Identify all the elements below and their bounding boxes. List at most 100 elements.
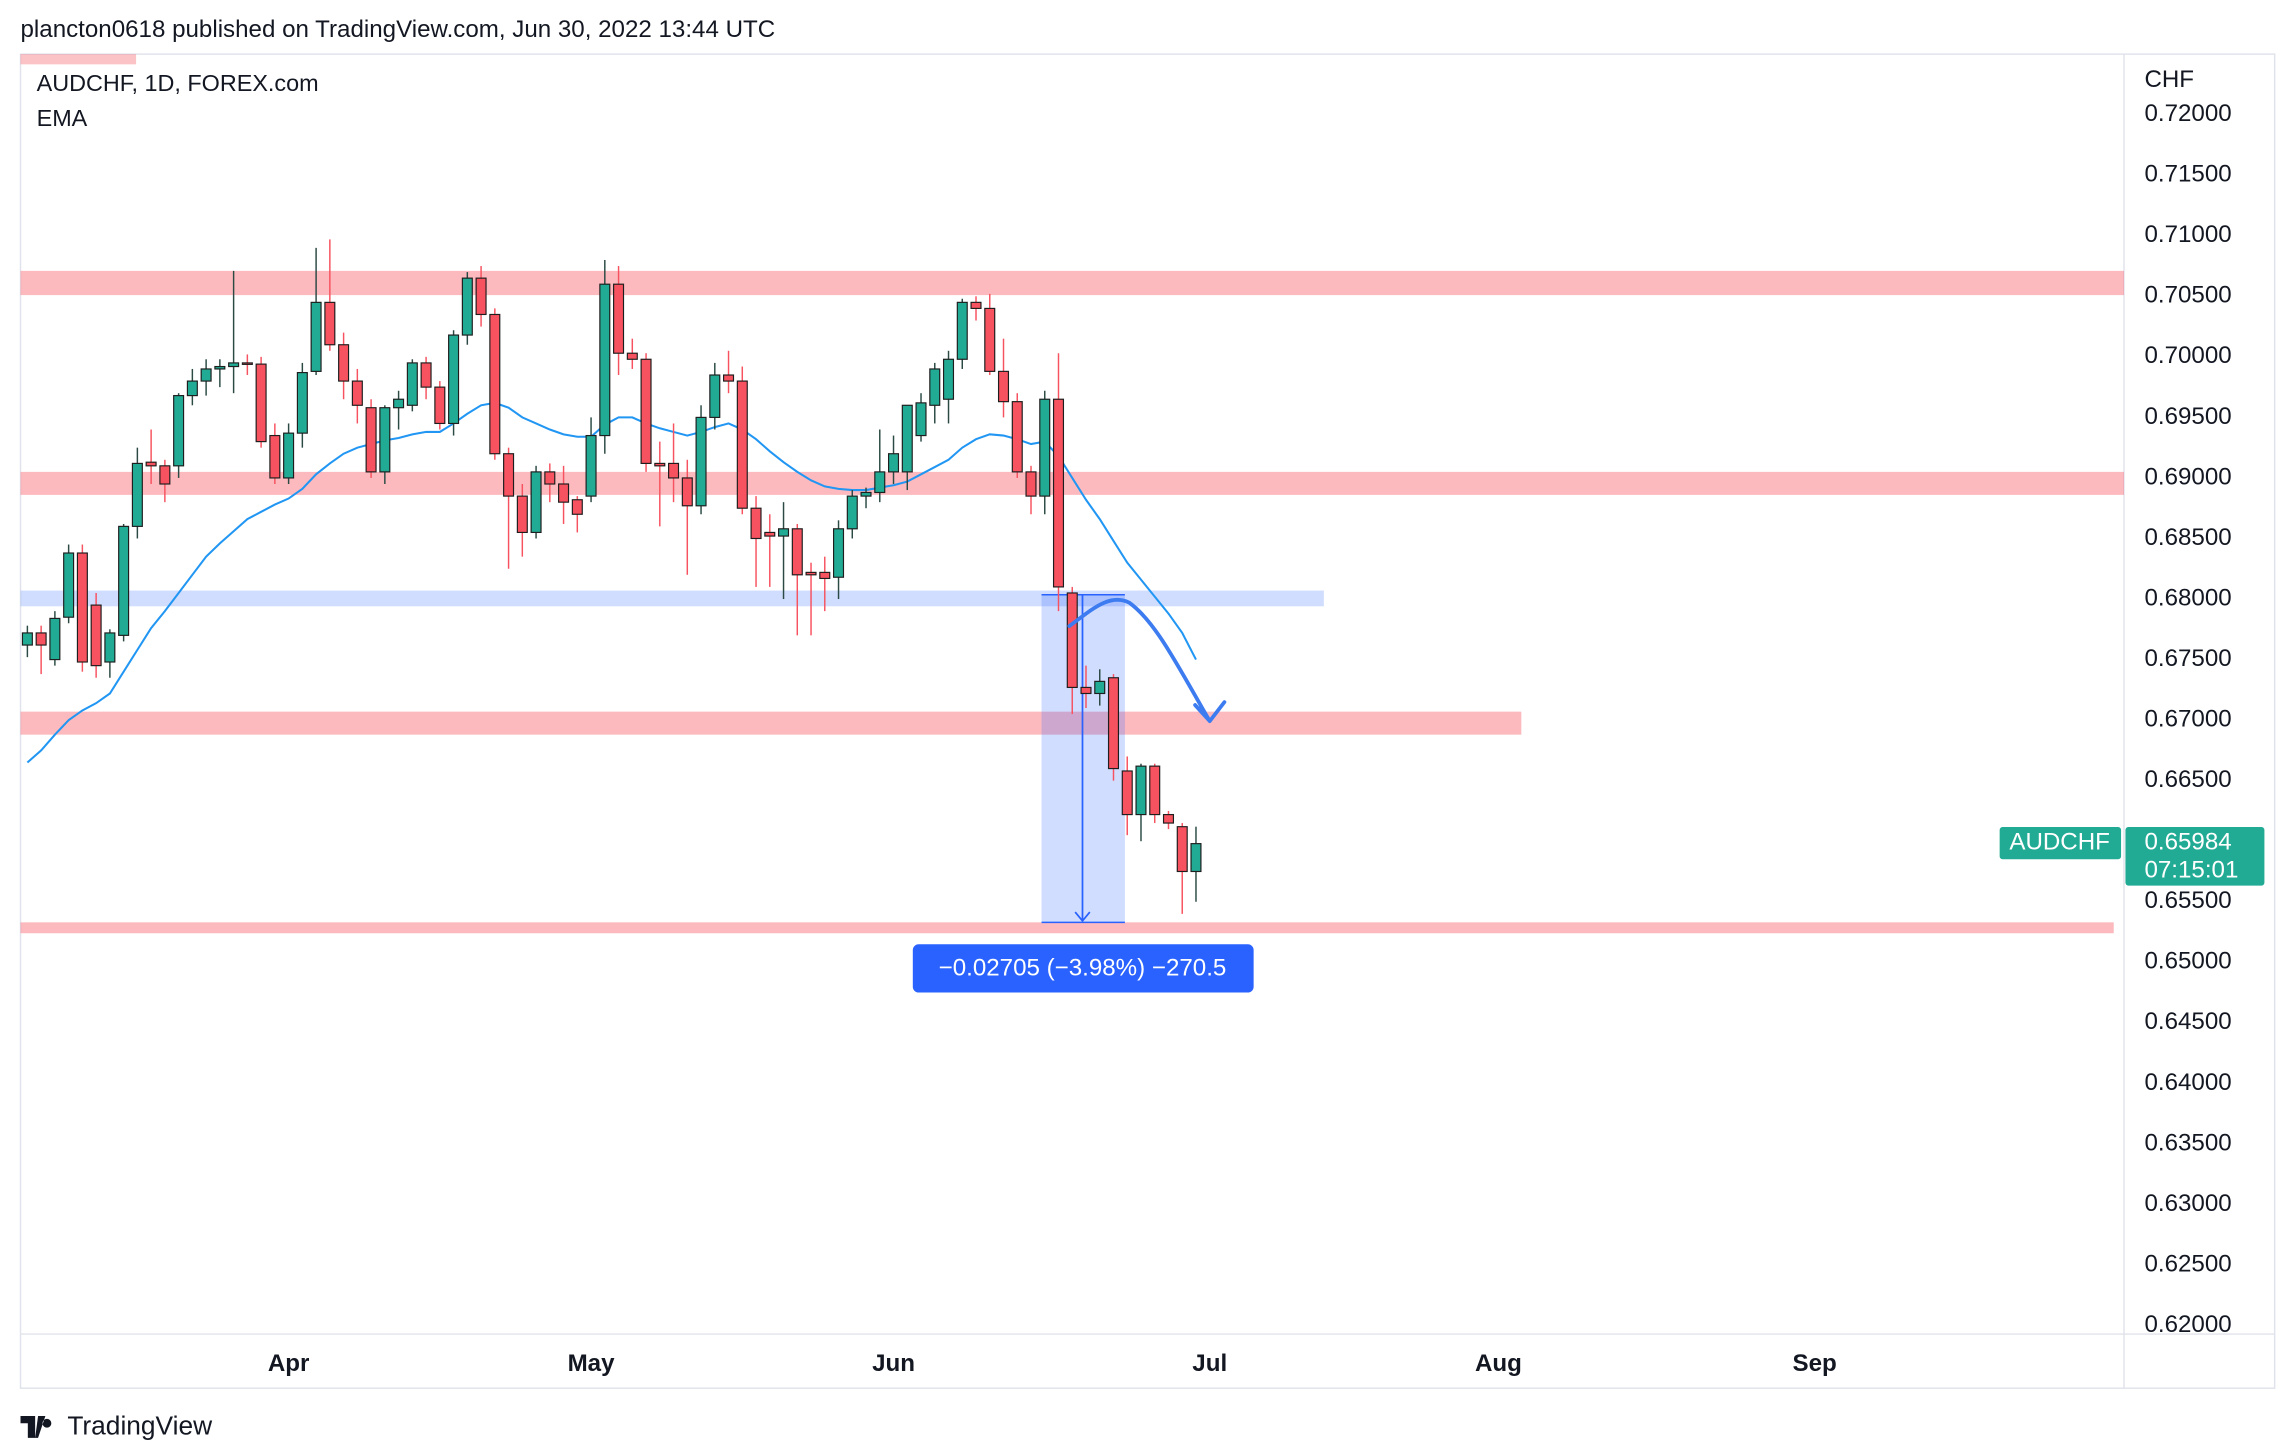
last-price-name: AUDCHF <box>2009 829 2110 856</box>
candle-body <box>970 301 982 309</box>
candles <box>21 239 1202 914</box>
legend-indicator: EMA <box>37 105 88 131</box>
candle-body <box>874 471 886 494</box>
x-tick-label: May <box>568 1350 616 1377</box>
candle-body <box>1190 843 1202 873</box>
candle-body <box>200 368 212 382</box>
price-zone <box>20 471 2124 495</box>
candle-body <box>338 344 350 382</box>
last-price-box <box>2125 827 2265 886</box>
candle-body <box>1080 686 1092 695</box>
candle-body <box>846 495 858 530</box>
candle-body <box>613 283 625 354</box>
candle-body <box>49 617 61 661</box>
candle-body <box>1094 680 1106 695</box>
candle-body <box>832 528 845 578</box>
candle-body <box>544 471 556 485</box>
y-tick-label: 0.62500 <box>2144 1250 2231 1277</box>
candle-body <box>929 368 941 406</box>
candle-body <box>255 363 267 443</box>
candle-body <box>860 491 872 497</box>
y-tick-label: 0.72000 <box>2144 100 2231 127</box>
candle-body <box>819 571 831 580</box>
y-tick-label: 0.65000 <box>2144 948 2231 975</box>
price-zone <box>20 270 2124 296</box>
candle-body <box>283 432 295 479</box>
candle-body <box>63 552 75 618</box>
y-tick-label: 0.71000 <box>2144 221 2231 248</box>
x-tick-label: Jun <box>872 1350 915 1377</box>
candle-body <box>228 362 240 368</box>
candle-body <box>778 528 790 537</box>
decor-strip <box>20 54 137 65</box>
candle-body <box>118 525 130 636</box>
candle-body <box>173 395 185 467</box>
ema <box>26 401 1197 764</box>
y-tick-label: 0.69000 <box>2144 463 2231 490</box>
candle-body <box>599 283 611 437</box>
candle-body <box>723 374 735 382</box>
y-tick-label: 0.71500 <box>2144 161 2231 188</box>
candle-body <box>558 483 570 503</box>
candle-body <box>1107 677 1120 770</box>
candle-body <box>1039 398 1051 497</box>
y-axis-label: CHF <box>2144 66 2194 93</box>
candle-body <box>351 380 363 406</box>
candle-body <box>942 358 955 400</box>
candle-body <box>1176 826 1188 873</box>
candle-body <box>984 307 996 372</box>
price-zone <box>20 711 1522 735</box>
candle-body <box>104 632 116 663</box>
y-tick-label: 0.70000 <box>2144 342 2231 369</box>
x-tick-label: Jul <box>1192 1350 1227 1377</box>
candle-body <box>654 462 666 467</box>
candle-body <box>296 372 308 434</box>
candle-body <box>489 313 501 455</box>
candle-body <box>668 462 680 479</box>
candle-body <box>681 477 693 507</box>
candle-body <box>434 386 446 425</box>
y-tick-label: 0.67500 <box>2144 645 2231 672</box>
publish-header: plancton0618 published on TradingView.co… <box>21 16 776 43</box>
measure-label: −0.02705 (−3.98%) −270.5 <box>939 955 1227 982</box>
candle-body <box>915 402 927 437</box>
candle-body <box>76 552 88 663</box>
measure: −0.02705 (−3.98%) −270.5 <box>912 594 1254 993</box>
candle-body <box>1121 770 1133 816</box>
candle-body <box>145 461 157 467</box>
candle-body <box>269 434 281 479</box>
candle-body <box>640 358 652 464</box>
candle-body <box>585 434 597 497</box>
candle-body <box>1025 471 1037 497</box>
candle-body <box>461 277 473 336</box>
frame <box>19 53 2276 1389</box>
candle-body <box>887 453 900 473</box>
hand-drawn-arrow <box>1067 597 1227 724</box>
candle-body <box>90 604 102 667</box>
candle-body <box>750 507 762 540</box>
measure-arrowhead <box>1074 911 1091 923</box>
x-tick-label: Aug <box>1475 1350 1522 1377</box>
candle-body <box>503 453 515 497</box>
candle-body <box>997 370 1010 403</box>
logo-text: TradingView <box>67 1411 213 1441</box>
candle-body <box>709 374 721 418</box>
candle-body <box>1135 765 1147 816</box>
candle-body <box>764 531 776 537</box>
candle-body <box>241 362 253 365</box>
candle-body <box>1162 813 1175 824</box>
ema-line <box>26 401 1197 764</box>
candle-body <box>310 301 322 372</box>
y-tick-label: 0.65500 <box>2144 887 2231 914</box>
candle-body <box>448 334 460 425</box>
logo-icon <box>20 1415 52 1438</box>
y-tick-label: 0.67000 <box>2144 705 2231 732</box>
candle-body <box>35 632 47 646</box>
measure-label-box <box>912 944 1254 993</box>
y-tick-label: 0.62000 <box>2144 1311 2231 1338</box>
x-tick-label: Apr <box>268 1350 310 1377</box>
candle-body <box>791 528 803 576</box>
